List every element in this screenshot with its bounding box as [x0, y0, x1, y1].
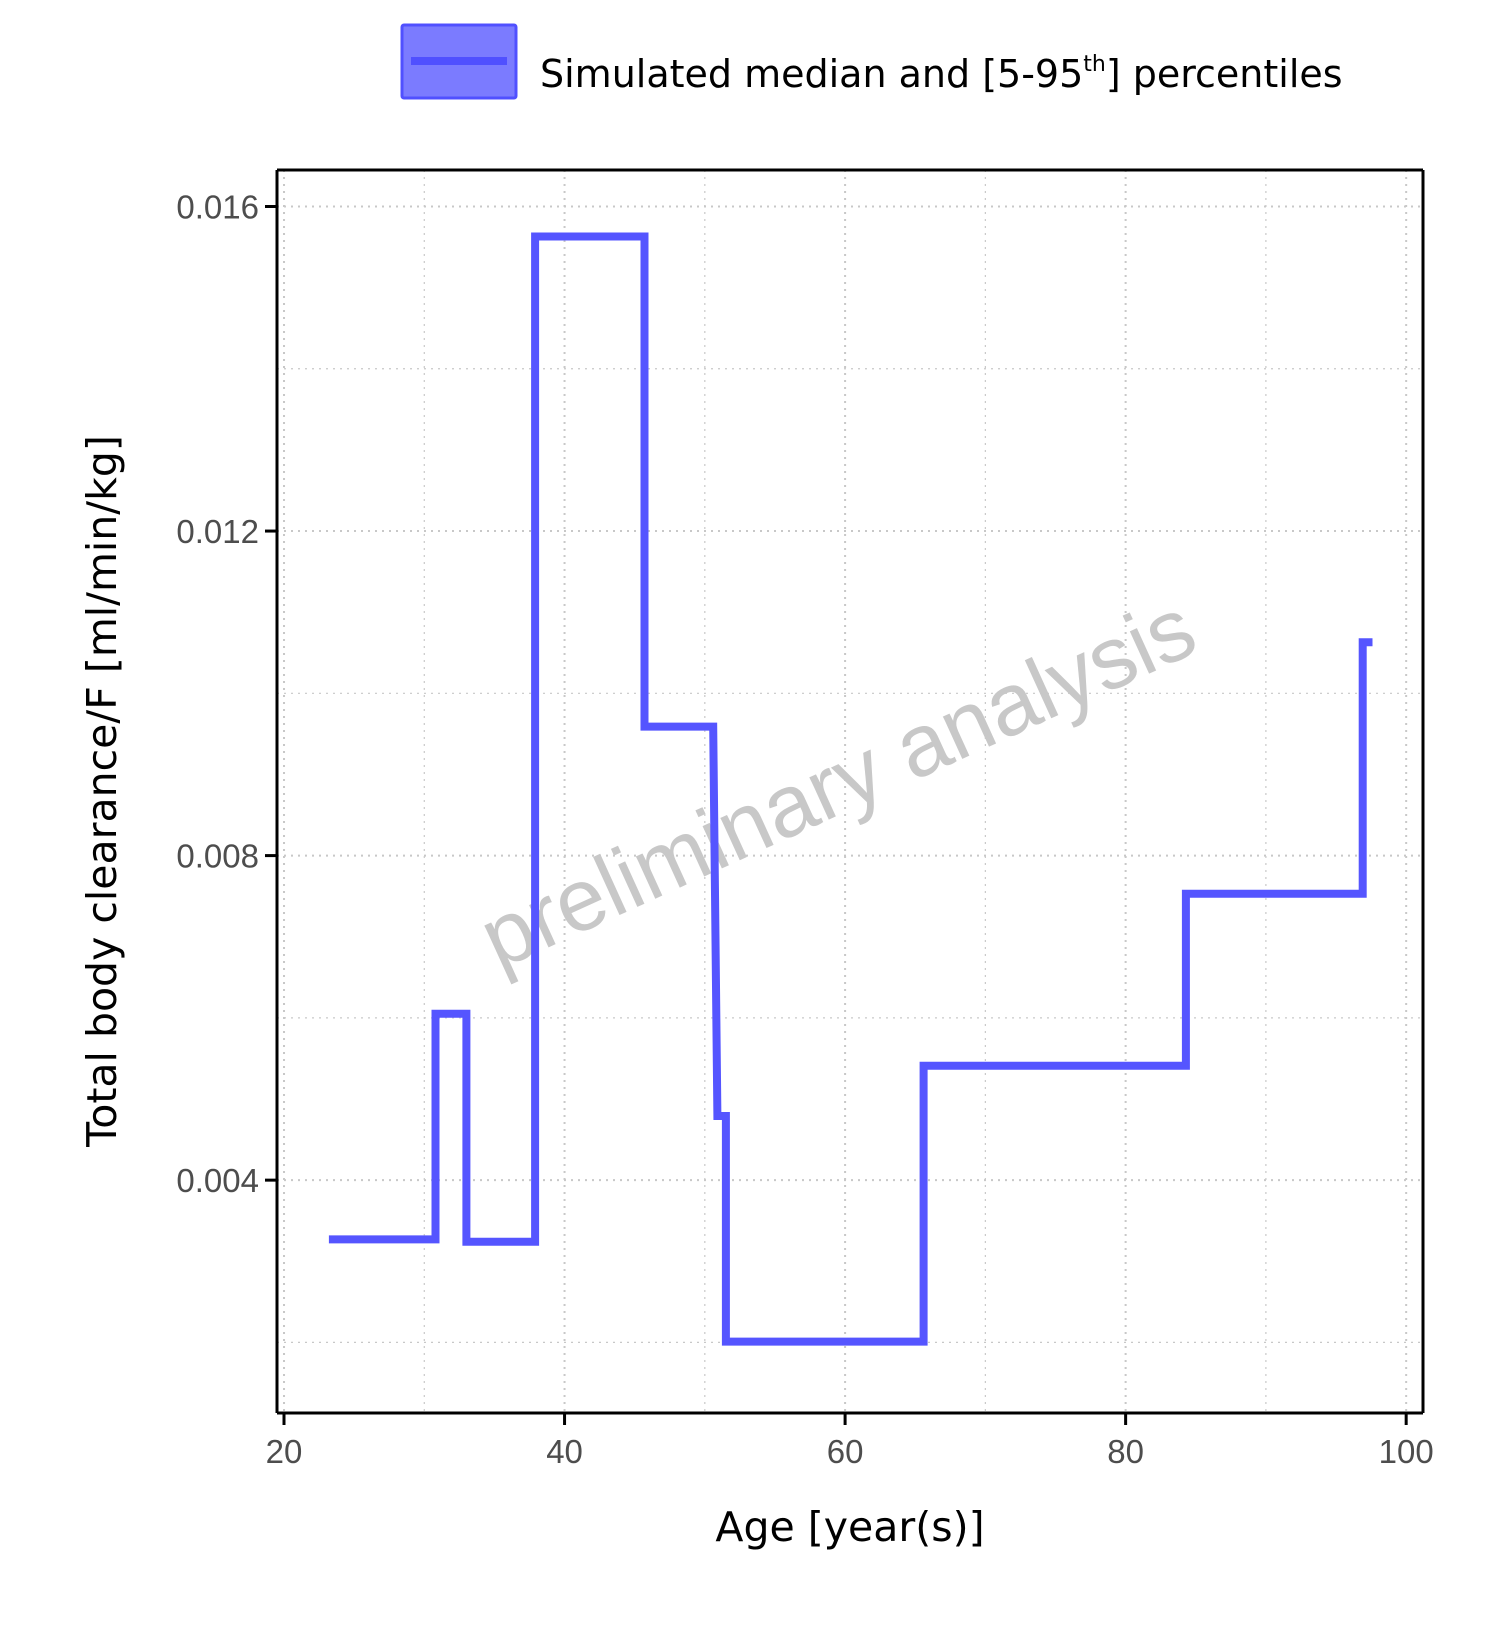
x-tick-label: 60	[827, 1433, 864, 1470]
y-axis-title: Total body clearance/F [ml/min/kg]	[78, 435, 126, 1148]
x-tick-label: 80	[1107, 1433, 1144, 1470]
y-tick-label: 0.016	[176, 189, 259, 226]
legend-label-prefix: Simulated median and [5-95	[540, 52, 1083, 96]
legend-label: Simulated median and [5-95th] percentile…	[540, 52, 1343, 96]
y-tick-label: 0.008	[176, 838, 259, 875]
x-tick-label: 100	[1379, 1433, 1434, 1470]
legend: Simulated median and [5-95th] percentile…	[400, 23, 1343, 100]
y-tick-label: 0.004	[176, 1162, 259, 1199]
legend-label-suffix: ] percentiles	[1106, 52, 1343, 96]
plot-frame	[275, 168, 1425, 1415]
x-tick-label: 20	[266, 1433, 303, 1470]
ticks-layer: 20 40 60 80 100 0.004 0.008 0.012 0.016	[176, 189, 1433, 1470]
watermark: preliminary analysis	[465, 577, 1209, 988]
series-layer	[328, 232, 1373, 1346]
legend-label-superscript: th	[1083, 52, 1106, 77]
x-tick-label: 40	[546, 1433, 583, 1470]
series-line	[328, 232, 1373, 1346]
x-axis-title: Age [year(s)]	[715, 1503, 984, 1551]
y-tick-label: 0.012	[176, 513, 259, 550]
